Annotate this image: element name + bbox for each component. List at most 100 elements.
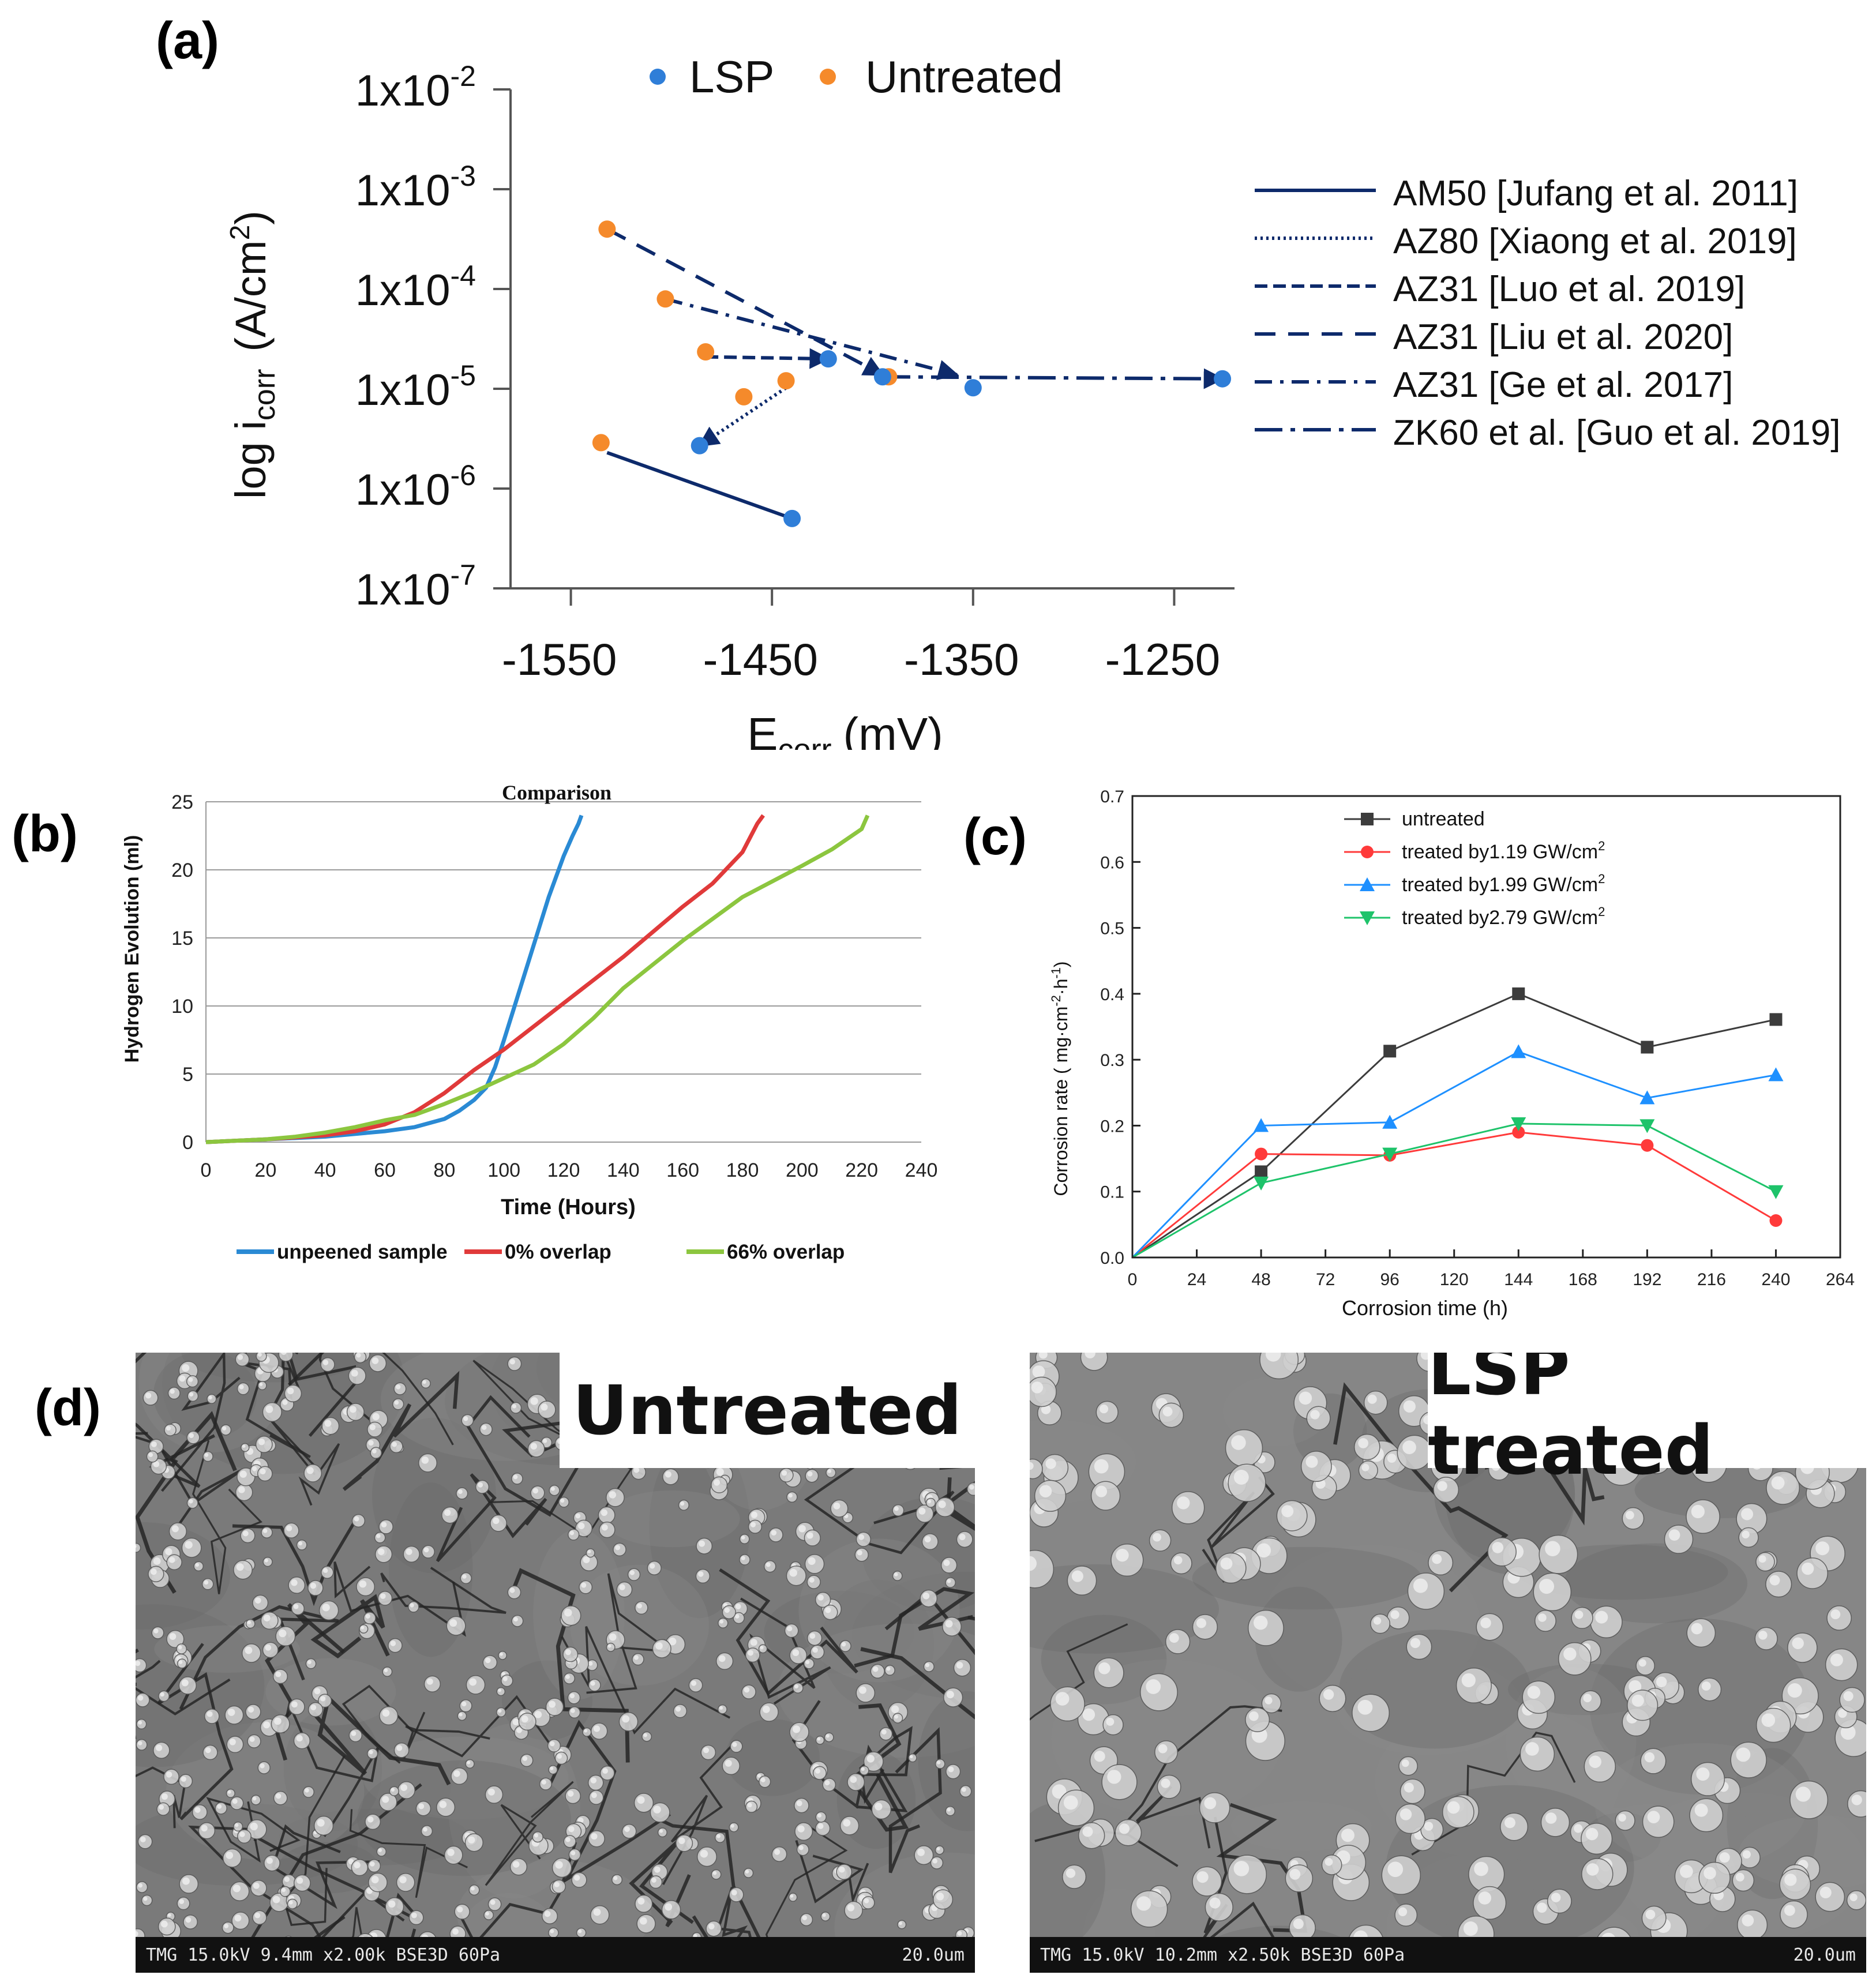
sem-particle [181,1537,202,1558]
sem-particle [662,1468,679,1485]
sem-highlight [1095,1485,1108,1497]
sem-highlight [322,1568,328,1573]
sem-particle [794,1822,813,1841]
sem-particle [1093,1657,1124,1688]
sem-particle [789,1722,809,1742]
sem-highlight [1701,1681,1711,1691]
chart-c-x-tick-label: 216 [1697,1270,1726,1289]
sem-particle [247,1734,261,1748]
chart-b-legend-label: 0% overlap [505,1241,611,1263]
sem-highlight [137,1695,144,1701]
sem-highlight [365,1613,370,1619]
sem-highlight [1305,1455,1318,1468]
sem-highlight [1341,1829,1355,1842]
sem-image-lsp: LSP treated TMG 15.0kV 10.2mm x2.50k BSE… [1030,1353,1866,1973]
chart-c-x-tick-label: 72 [1316,1270,1335,1289]
sem-particle [511,1615,524,1627]
sem-particle [507,1585,521,1600]
sem-particle [1698,1677,1722,1702]
sem-particle [496,1707,506,1718]
sem-highlight [188,1377,193,1382]
sem-particle [363,1612,376,1625]
sem-highlight [208,1395,212,1399]
sem-particle [571,1872,587,1888]
sem-particle [729,1887,744,1902]
chart-c-marker [1254,1176,1269,1191]
sem-crack [136,1648,139,1739]
sem-highlight [166,1771,172,1778]
sem-particle [921,1533,939,1550]
sem-highlight [947,1579,951,1583]
sem-particle [1041,1454,1069,1482]
sem-particle [688,1678,703,1692]
sem-particle [649,1875,663,1889]
sem-highlight [1265,1696,1273,1705]
sem-highlight [817,1594,824,1601]
sem-highlight [1289,1868,1301,1880]
sem-particle [558,1496,569,1508]
sem-particle [586,1548,595,1558]
sem-highlight [866,1755,875,1763]
sem-particle [220,1424,232,1436]
sem-highlight [1631,1694,1644,1707]
sem-highlight [601,1524,608,1531]
sem-highlight [590,1777,597,1784]
sem-highlight [444,1509,451,1516]
sem-highlight [258,1439,265,1446]
sem-particle [861,1896,875,1910]
sem-crack [192,1440,262,1594]
sem-highlight [380,1593,386,1600]
sem-particle [812,1766,827,1780]
sem-highlight [513,1617,518,1622]
sem-highlight [457,1489,463,1495]
sem-particle [800,1913,813,1927]
sem-highlight [809,1577,815,1583]
sem-particle [759,1702,779,1722]
sem-particle [378,1519,393,1534]
chart-a-y-tick-label: 1x10-2 [355,60,476,115]
sem-particle [186,1431,200,1444]
chart-a-x-tick-label: -1550 [502,634,617,685]
sem-highlight [236,1563,244,1571]
chart-c-y-tick-label: 0.6 [1100,853,1124,872]
sem-particle [1192,1866,1222,1897]
sem-particle [1428,1550,1454,1576]
sem-crack [662,1742,736,1886]
sem-particle [518,1713,536,1731]
sem-particle [847,1773,865,1791]
sem-highlight [593,1725,601,1732]
sem-highlight [741,1556,745,1560]
sem-particle [1558,1642,1592,1676]
chart-b-x-tick-label: 200 [786,1159,819,1181]
sem-particle [673,1704,688,1718]
sem-particle [854,1548,869,1562]
chart-a-lsp-point [819,350,837,368]
sem-particle [1698,1861,1731,1894]
sem-highlight [748,1650,753,1656]
sem-particle [192,1804,208,1820]
sem-highlight [372,1448,377,1454]
sem-particle [730,1740,743,1753]
sem-highlight [145,1392,152,1399]
legend-untreated-marker [820,69,836,85]
sem-particle [168,1522,187,1541]
sem-highlight [382,1709,390,1717]
sem-highlight [841,1642,846,1647]
sem-particle [1473,1886,1507,1920]
chart-a-y-tick-label: 1x10-5 [355,359,476,415]
sem-particle [1635,1655,1655,1676]
chart-b-ticks: 0 5 10 15 20 25 0 20 40 60 80 100 120 140 160 180 200 220… [171,791,937,1181]
sem-particle [635,1601,648,1615]
sem-highlight [554,1882,560,1887]
sem-highlight [678,1837,685,1844]
sem-particle [739,1534,750,1545]
chart-a-legend-label: AZ31 [Liu et al. 2020] [1393,317,1733,357]
sem-highlight [745,1869,749,1874]
sem-highlight [806,1532,813,1539]
sem-particle [465,1759,475,1769]
sem-particle [641,1731,652,1742]
sem-highlight [534,1833,539,1838]
sem-particle [908,1753,917,1763]
chart-a-series-line [665,297,959,381]
sem-particle [1686,1618,1716,1648]
